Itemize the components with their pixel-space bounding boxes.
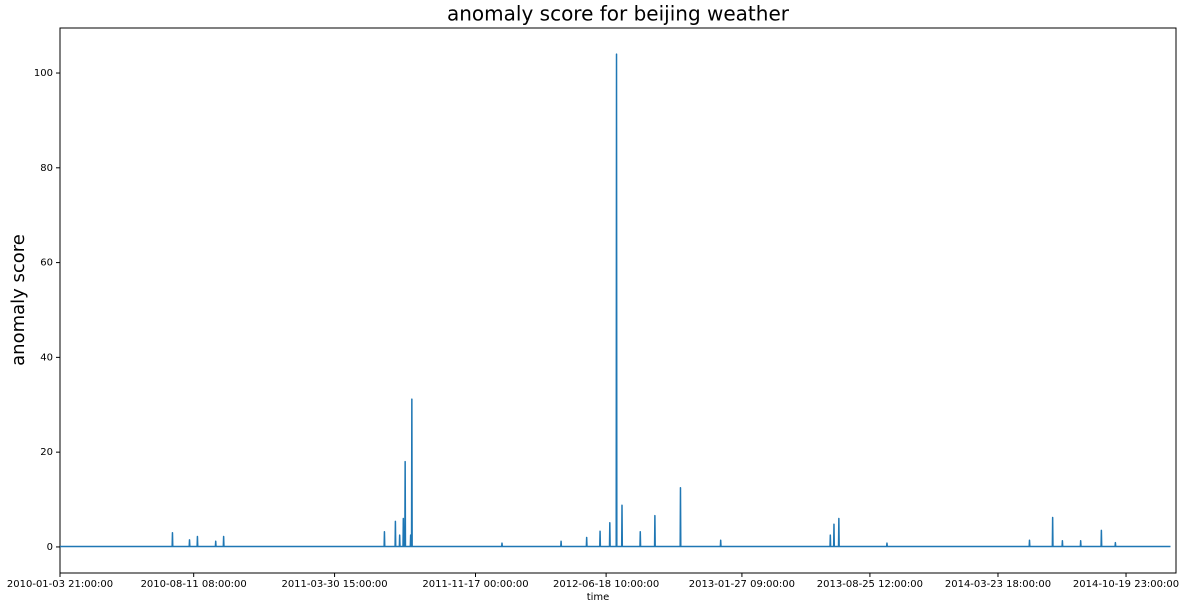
x-tick-label: 2014-03-23 18:00:00 <box>945 579 1051 590</box>
x-axis-label: time <box>587 592 610 603</box>
x-tick-label: 2011-03-30 15:00:00 <box>281 579 387 590</box>
y-tick-label: 80 <box>40 163 53 174</box>
x-tick-label: 2010-08-11 08:00:00 <box>141 579 247 590</box>
x-tick-label: 2012-06-18 10:00:00 <box>553 579 659 590</box>
y-tick-label: 60 <box>40 258 53 269</box>
x-tick-label: 2013-01-27 09:00:00 <box>689 579 795 590</box>
x-tick-label: 2014-10-19 23:00:00 <box>1073 579 1179 590</box>
y-tick-label: 0 <box>47 542 53 553</box>
x-tick-label: 2013-08-25 12:00:00 <box>817 579 923 590</box>
y-tick-label: 20 <box>40 447 53 458</box>
x-tick-label: 2011-11-17 00:00:00 <box>422 579 528 590</box>
y-axis-label: anomaly score <box>8 234 29 366</box>
y-tick-label: 100 <box>34 68 53 79</box>
x-tick-label: 2010-01-03 21:00:00 <box>7 579 113 590</box>
y-tick-label: 40 <box>40 352 53 363</box>
data-line <box>60 53 1171 548</box>
plot-frame <box>59 27 1177 574</box>
chart-title: anomaly score for beijing weather <box>447 2 790 26</box>
